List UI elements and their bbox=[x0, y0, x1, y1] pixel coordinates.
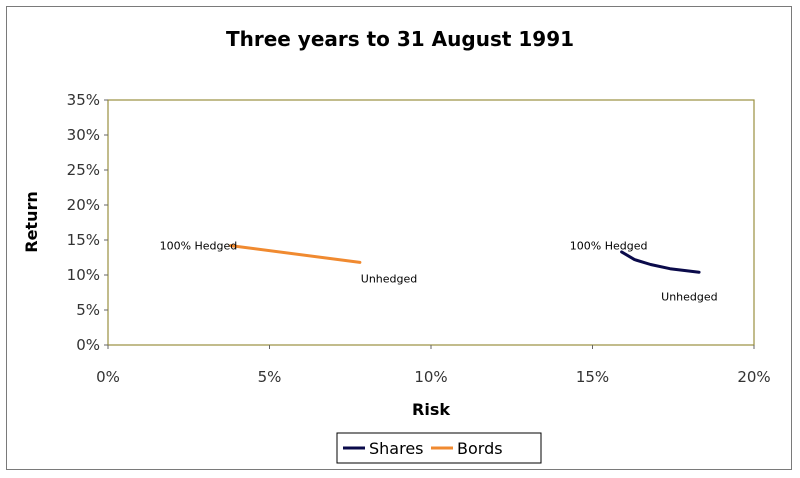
chart-title: Three years to 31 August 1991 bbox=[226, 27, 574, 51]
y-tick-label: 30% bbox=[67, 126, 100, 144]
annotation-label: 100% Hedged bbox=[570, 240, 648, 253]
x-tick-label: 0% bbox=[96, 368, 120, 386]
y-tick-label: 25% bbox=[67, 161, 100, 179]
plot-area bbox=[107, 99, 755, 346]
y-tick-label: 0% bbox=[76, 336, 100, 354]
x-axis-ticks: 0% 5% 10% 15% 20% bbox=[96, 345, 771, 386]
annotation-label: Unhedged bbox=[361, 273, 417, 286]
x-tick-label: 10% bbox=[414, 368, 447, 386]
x-axis-title: Risk bbox=[412, 400, 450, 419]
x-tick-label: 15% bbox=[576, 368, 609, 386]
legend-label: Bords bbox=[457, 439, 503, 458]
annotation-label: Unhedged bbox=[661, 291, 717, 304]
series-line-bords bbox=[229, 244, 362, 264]
legend: Shares Bords bbox=[343, 439, 503, 458]
annotation-label: 100% Hedged bbox=[160, 240, 238, 253]
chart-frame bbox=[6, 6, 792, 470]
annotation-layer: 100% Hedged Unhedged 100% Hedged Unhedged bbox=[160, 240, 718, 304]
y-axis-ticks: 0% 5% 10% 15% 20% 25% 30% 35% bbox=[67, 91, 108, 354]
series-line-shares bbox=[620, 250, 701, 274]
y-tick-label: 35% bbox=[67, 91, 100, 109]
series-layer bbox=[229, 244, 701, 274]
legend-label: Shares bbox=[369, 439, 424, 458]
y-axis-title: Return bbox=[22, 191, 41, 253]
y-tick-label: 5% bbox=[76, 301, 100, 319]
y-tick-label: 15% bbox=[67, 231, 100, 249]
x-tick-label: 20% bbox=[737, 368, 770, 386]
y-tick-label: 20% bbox=[67, 196, 100, 214]
x-tick-label: 5% bbox=[258, 368, 282, 386]
y-tick-label: 10% bbox=[67, 266, 100, 284]
